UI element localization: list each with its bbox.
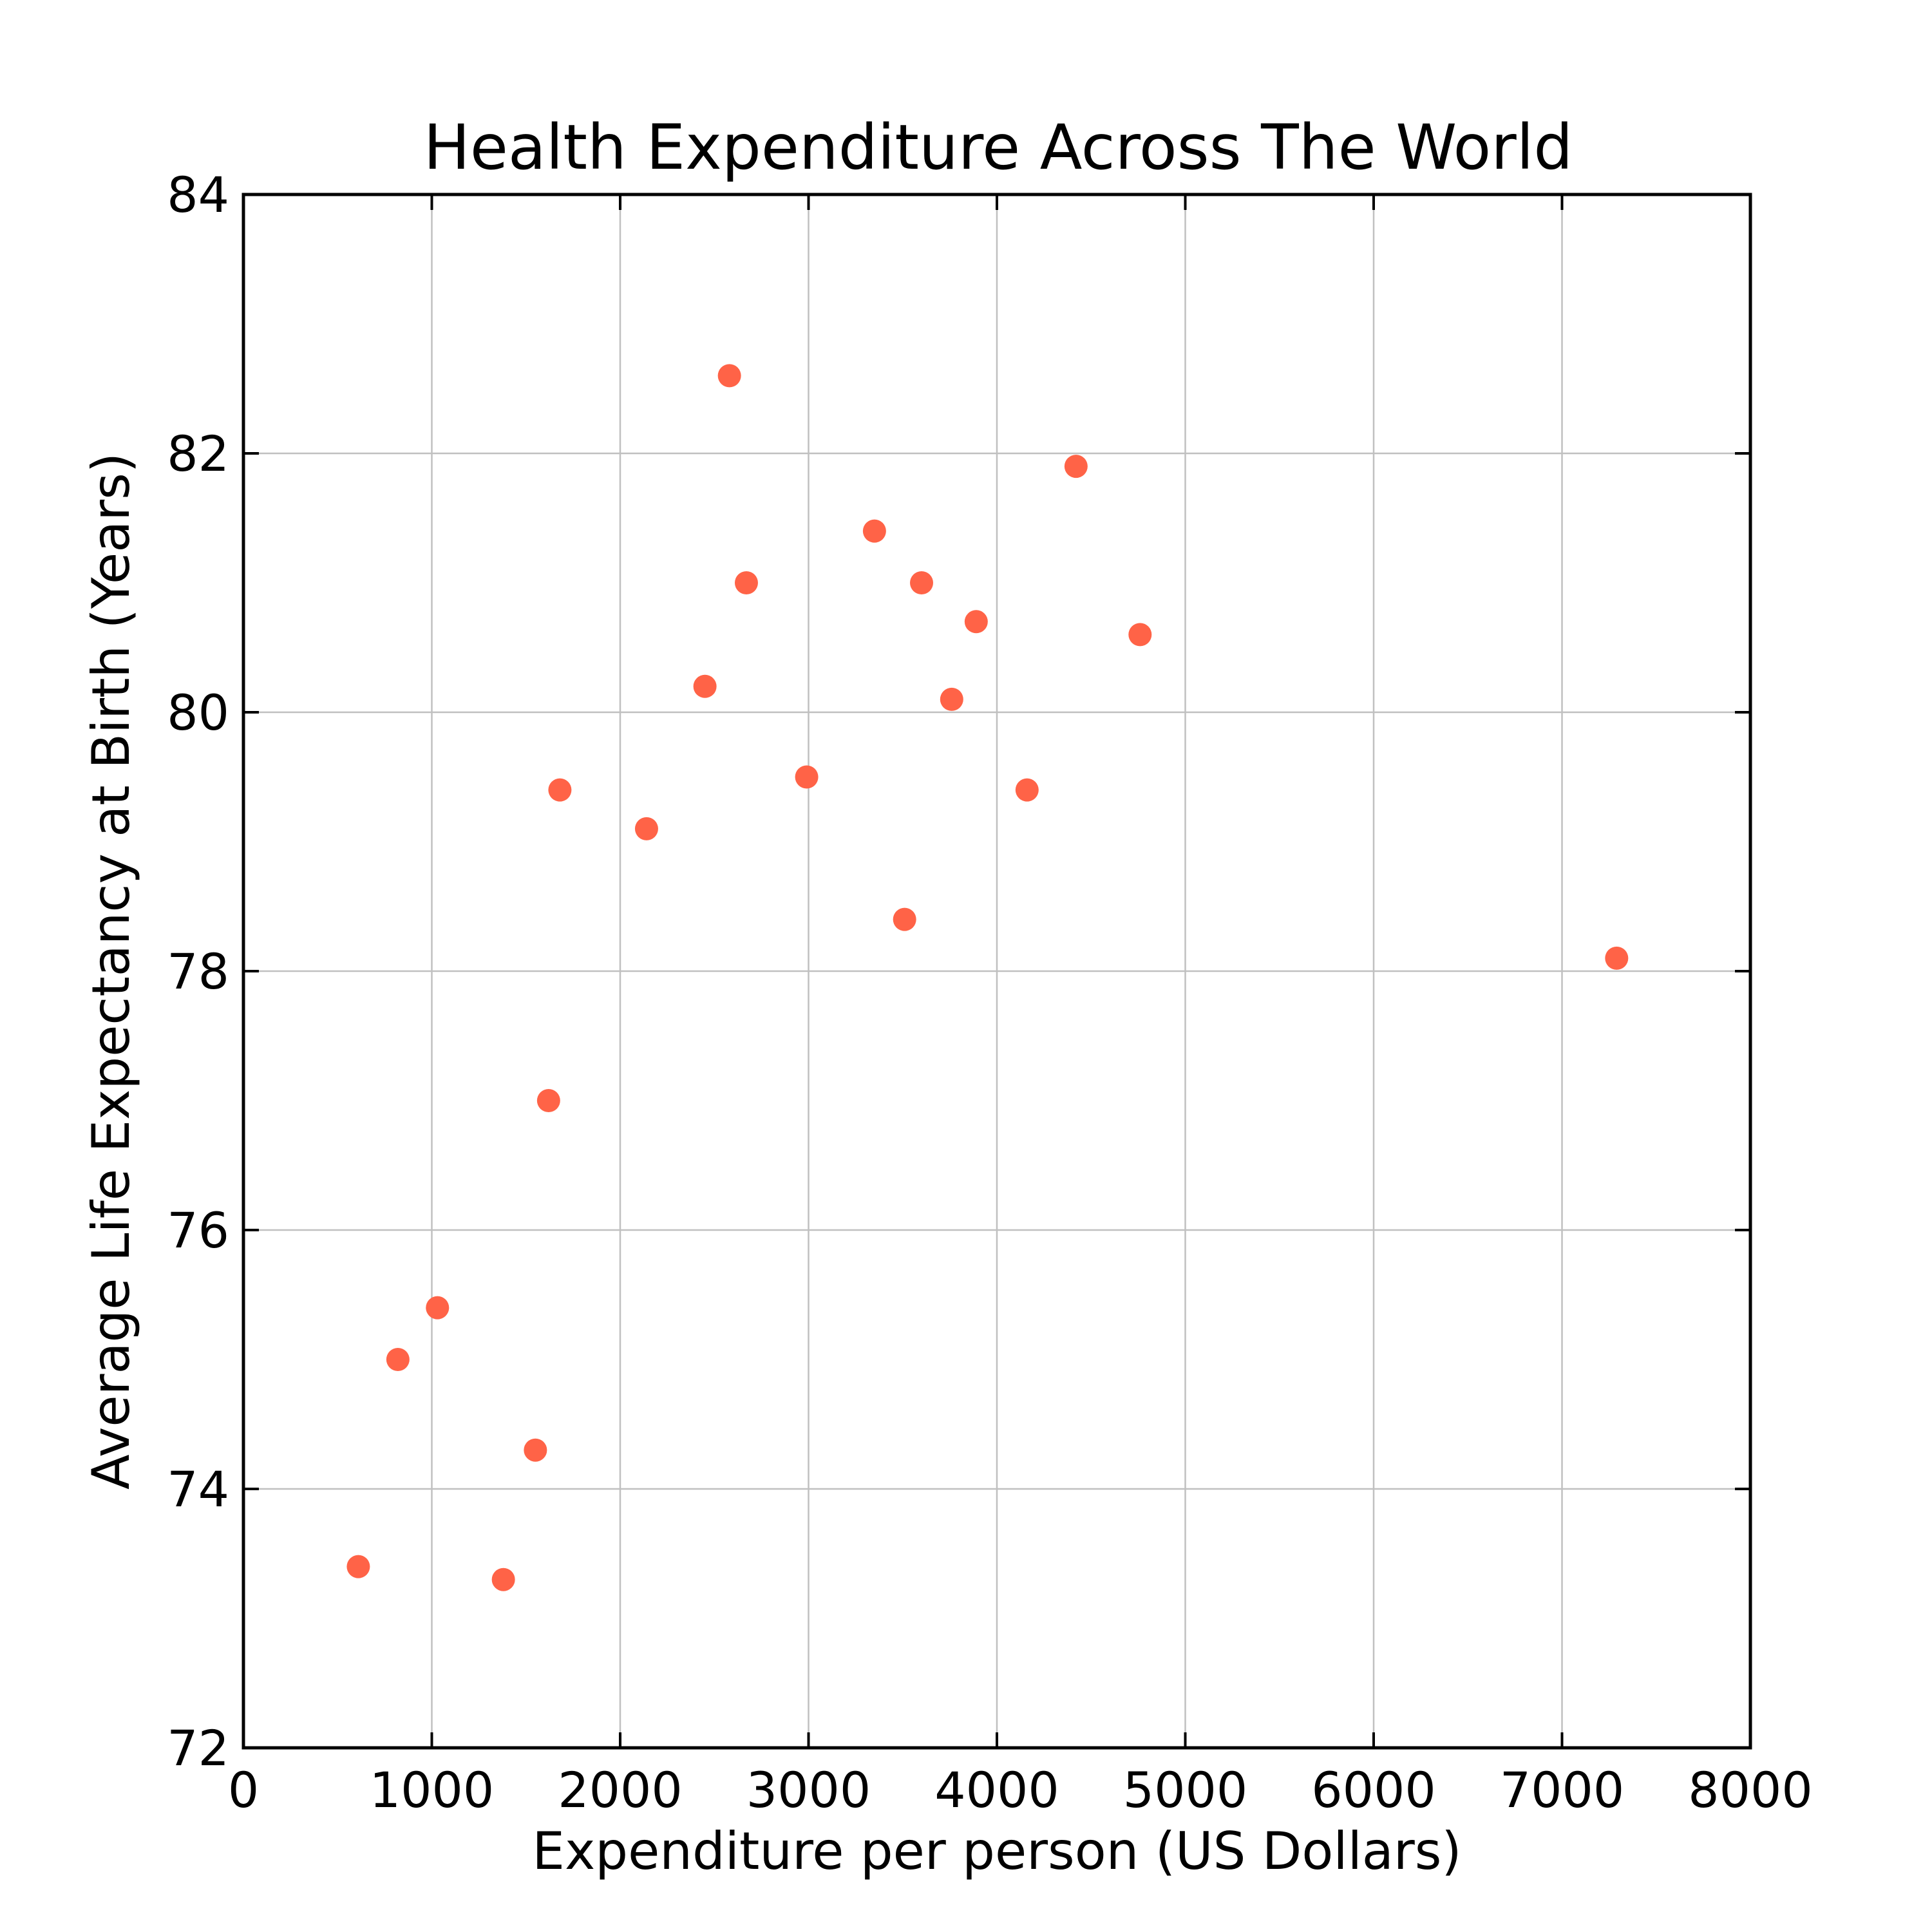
y-tick-label: 84 xyxy=(167,166,229,223)
data-point xyxy=(717,364,741,388)
data-point xyxy=(634,817,658,840)
y-tick-label: 82 xyxy=(167,425,229,482)
data-point xyxy=(1128,623,1152,647)
data-point xyxy=(426,1296,450,1320)
x-tick-label: 5000 xyxy=(1123,1761,1247,1819)
x-tick-label: 0 xyxy=(228,1761,259,1819)
data-point xyxy=(795,765,819,789)
data-point xyxy=(893,907,916,931)
y-tick-label: 74 xyxy=(167,1461,229,1518)
data-point xyxy=(548,778,572,802)
x-tick-label: 2000 xyxy=(558,1761,682,1819)
x-tick-label: 6000 xyxy=(1311,1761,1435,1819)
y-tick-label: 80 xyxy=(167,684,229,741)
plot-frame xyxy=(242,193,1752,1750)
data-point xyxy=(910,571,933,594)
data-point xyxy=(524,1438,547,1462)
data-point xyxy=(386,1348,410,1371)
data-point xyxy=(1064,455,1088,478)
x-tick-label: 4000 xyxy=(934,1761,1059,1819)
data-point xyxy=(346,1555,370,1578)
y-tick-label: 76 xyxy=(167,1202,229,1259)
x-tick-label: 8000 xyxy=(1688,1761,1812,1819)
x-axis-label: Expenditure per person (US Dollars) xyxy=(532,1821,1461,1881)
data-point xyxy=(693,674,717,698)
chart-title: Health Expenditure Across The World xyxy=(424,111,1573,184)
data-point xyxy=(964,610,988,634)
x-tick-labels: 0 1000 2000 3000 4000 5000 6000 7000 8000 xyxy=(228,1761,1813,1819)
grid xyxy=(242,193,1752,1749)
data-point xyxy=(1605,946,1629,970)
data-points xyxy=(346,364,1629,1591)
y-tick-label: 78 xyxy=(167,943,229,1000)
x-tick-label: 7000 xyxy=(1500,1761,1624,1819)
data-point xyxy=(734,571,758,594)
data-point xyxy=(1015,778,1039,802)
y-tick-label: 72 xyxy=(167,1719,229,1777)
x-tick-label: 1000 xyxy=(370,1761,494,1819)
data-point xyxy=(491,1567,515,1591)
x-tick-label: 3000 xyxy=(746,1761,871,1819)
data-point xyxy=(940,687,963,711)
data-point xyxy=(862,519,886,543)
data-point xyxy=(536,1089,560,1112)
y-axis-label: Average Life Expectancy at Birth (Years) xyxy=(81,453,141,1490)
y-tick-labels: 72 74 76 78 80 82 84 xyxy=(167,166,229,1777)
